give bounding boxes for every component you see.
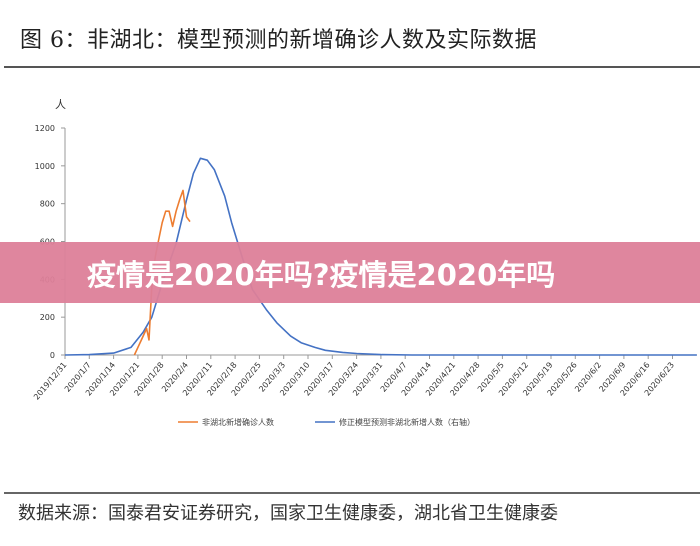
chart-title: 图 6：非湖北：模型预测的新增确诊人数及实际数据 <box>20 28 537 53</box>
series-lines <box>64 157 697 356</box>
y-tick-label: 0 <box>50 351 55 360</box>
legend-label-actual: 非湖北新增确诊人数 <box>202 417 274 427</box>
y-axis-label: 人 <box>55 98 66 111</box>
top-divider <box>4 66 700 68</box>
x-tick-label: 2019/12/31 <box>32 361 69 402</box>
y-tick-label: 200 <box>40 313 55 322</box>
legend-label-model: 修正模型预测非湖北新增人数（右轴） <box>339 417 475 427</box>
y-tick-label: 1000 <box>35 162 55 171</box>
data-source: 数据来源：国泰君安证券研究，国家卫生健康委，湖北省卫生健康委 <box>18 503 558 524</box>
y-tick-label: 1200 <box>35 124 55 133</box>
overlay-banner: 疫情是2020年吗?疫情是2020年吗 <box>0 242 700 303</box>
banner-text: 疫情是2020年吗?疫情是2020年吗 <box>87 257 556 292</box>
legend: 非湖北新增确诊人数 修正模型预测非湖北新增人数（右轴） <box>178 417 475 427</box>
series-line-actual-cases <box>133 189 191 356</box>
y-tick-label: 800 <box>40 200 55 209</box>
bottom-divider <box>4 492 700 494</box>
